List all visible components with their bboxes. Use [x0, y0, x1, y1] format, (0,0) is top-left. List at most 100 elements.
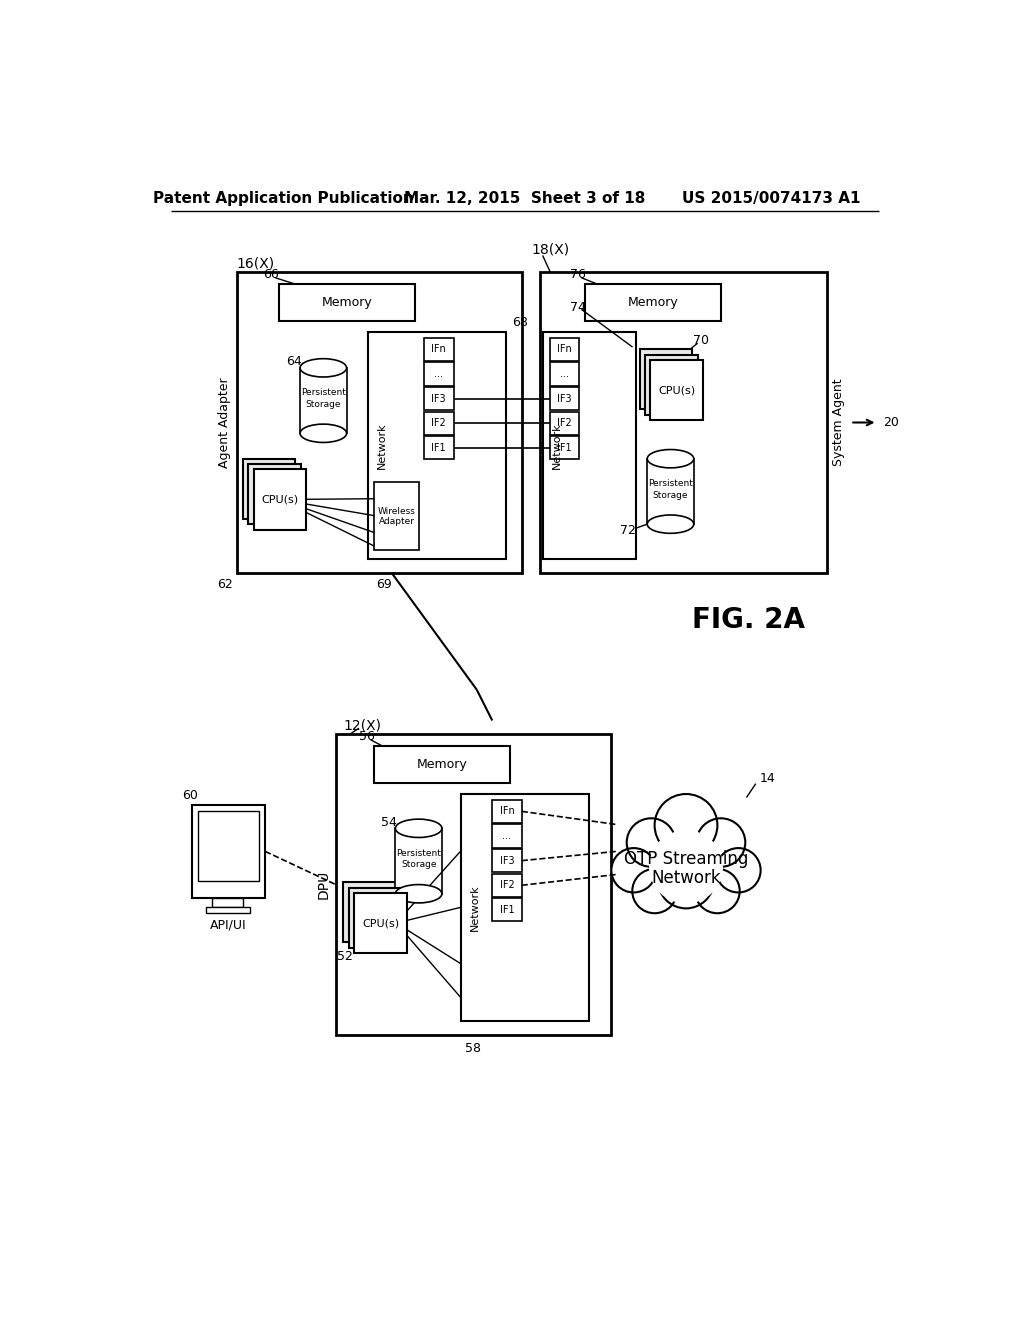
Bar [493, 825, 521, 847]
Text: API/UI: API/UI [210, 917, 247, 931]
Text: IF3: IF3 [557, 393, 571, 404]
Bar [424, 338, 454, 360]
Text: IF1: IF1 [500, 906, 514, 915]
Text: Network: Network [552, 422, 562, 469]
Text: OTP Streaming: OTP Streaming [624, 850, 749, 869]
Bar [493, 800, 521, 822]
Text: IF3: IF3 [500, 855, 514, 866]
Text: IF1: IF1 [431, 444, 446, 453]
Circle shape [627, 818, 676, 867]
Bar [280, 284, 415, 321]
Bar [493, 849, 521, 873]
Ellipse shape [300, 424, 346, 442]
Ellipse shape [647, 450, 693, 467]
Bar [212, 898, 244, 907]
Bar [461, 793, 589, 1020]
Text: Storage: Storage [305, 400, 341, 409]
Bar [550, 363, 579, 385]
Text: ...: ... [560, 370, 568, 379]
Text: IF2: IF2 [557, 418, 571, 428]
Text: Agent Adapter: Agent Adapter [218, 378, 231, 467]
Text: ...: ... [434, 370, 443, 379]
Bar [550, 437, 579, 459]
Bar [544, 331, 636, 558]
Bar [375, 482, 420, 549]
Bar [248, 465, 301, 524]
Text: FIG. 2A: FIG. 2A [691, 606, 805, 635]
Text: Mar. 12, 2015  Sheet 3 of 18: Mar. 12, 2015 Sheet 3 of 18 [404, 191, 645, 206]
Bar [243, 459, 295, 519]
Text: 56: 56 [358, 730, 375, 743]
Text: 54: 54 [381, 816, 397, 829]
Bar [645, 355, 697, 414]
Text: 16(X): 16(X) [237, 256, 274, 271]
Bar [349, 887, 401, 948]
Text: CPU(s): CPU(s) [261, 495, 298, 504]
Circle shape [658, 853, 714, 908]
Bar [586, 284, 721, 321]
Text: CPU(s): CPU(s) [362, 917, 399, 928]
Bar [354, 892, 407, 953]
Text: 62: 62 [217, 578, 232, 591]
Bar [493, 874, 521, 896]
Bar [198, 812, 259, 880]
Bar [550, 387, 579, 411]
Text: IF2: IF2 [500, 880, 514, 890]
Bar [375, 746, 510, 783]
Bar [550, 338, 579, 360]
Bar [493, 899, 521, 921]
Circle shape [695, 869, 739, 913]
Text: DPU: DPU [317, 870, 331, 899]
Bar [336, 734, 611, 1035]
Bar [424, 387, 454, 411]
Text: IF3: IF3 [431, 393, 446, 404]
Text: Network: Network [377, 422, 387, 469]
Text: IFn: IFn [500, 807, 514, 816]
Bar [640, 350, 692, 409]
Text: Memory: Memory [322, 296, 373, 309]
Bar [369, 331, 506, 558]
Bar [541, 272, 827, 573]
Text: Wireless: Wireless [378, 507, 416, 516]
Text: 72: 72 [620, 524, 636, 537]
Text: 14: 14 [760, 772, 775, 785]
Text: Storage: Storage [652, 491, 688, 500]
Bar [424, 412, 454, 434]
Text: 52: 52 [337, 949, 353, 962]
Circle shape [654, 795, 718, 857]
Ellipse shape [647, 515, 693, 533]
Text: 68: 68 [512, 315, 528, 329]
Bar [343, 882, 396, 942]
Bar [424, 437, 454, 459]
Text: Storage: Storage [400, 861, 436, 870]
Circle shape [696, 818, 745, 867]
Text: Persistent: Persistent [301, 388, 346, 397]
Ellipse shape [300, 359, 346, 378]
Text: 66: 66 [263, 268, 280, 281]
Text: 70: 70 [693, 334, 710, 347]
Bar [550, 412, 579, 434]
Text: Patent Application Publication: Patent Application Publication [153, 191, 414, 206]
Text: Adapter: Adapter [379, 517, 415, 527]
Ellipse shape [395, 884, 442, 903]
Bar [254, 470, 306, 529]
Circle shape [650, 830, 722, 903]
Text: 58: 58 [465, 1041, 481, 1055]
Text: Persistent: Persistent [396, 849, 441, 858]
Circle shape [611, 847, 656, 892]
Text: 64: 64 [286, 355, 302, 368]
Text: IF2: IF2 [431, 418, 446, 428]
Text: 12(X): 12(X) [344, 718, 382, 733]
Text: US 2015/0074173 A1: US 2015/0074173 A1 [682, 191, 860, 206]
Text: 74: 74 [569, 301, 586, 314]
Text: Persistent: Persistent [648, 479, 693, 488]
Text: 60: 60 [182, 789, 198, 803]
Text: Network: Network [470, 884, 480, 931]
Bar [647, 459, 693, 524]
Bar [424, 363, 454, 385]
Text: Memory: Memory [417, 758, 468, 771]
Text: 20: 20 [883, 416, 899, 429]
Text: ...: ... [503, 832, 511, 841]
Text: System Agent: System Agent [833, 379, 845, 466]
Bar [395, 829, 442, 894]
